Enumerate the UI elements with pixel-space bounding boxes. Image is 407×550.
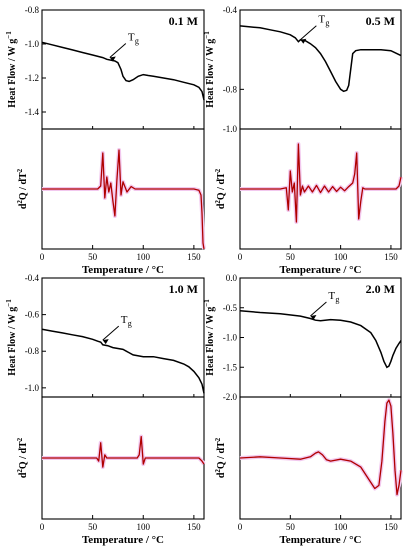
derivative-axis-label: d2Q / dT2 [16,168,29,209]
tg-arrow-line [102,325,120,341]
tg-label: T [328,290,335,302]
tg-arrow-head [310,314,317,320]
x-tick-label: 50 [286,252,296,262]
y-tick-label: -2.0 [223,392,238,402]
x-tick-label: 50 [88,522,98,532]
x-tick-label: 100 [137,522,151,532]
y-tick-label: -0.6 [25,310,40,320]
y-tick-label: -0.8 [25,5,40,15]
tg-arrow-head [102,339,109,345]
tg-arrow-head [109,56,116,62]
tg-arrow-head [300,38,307,44]
tg-subscript: g [325,19,329,28]
x-axis-label: Temperature / °C [279,534,361,546]
heat-flow-axis-label: Heat Flow / W g−1 [5,299,18,376]
x-tick-label: 0 [238,522,243,532]
y-tick-label: -0.4 [25,273,40,283]
derivative-axis-label: d2Q / dT2 [214,168,227,209]
heat-flow-axis-label: Heat Flow / W g−1 [5,31,18,108]
concentration-label: 0.5 M [366,14,395,28]
y-tick-label: -0.8 [223,84,238,94]
heat-flow-line [239,25,402,93]
derivative-line [240,143,402,223]
derivative-axis-label: d2Q / dT2 [16,437,29,478]
y-tick-label: -1.5 [223,362,238,372]
heat-flow-axis-label: Heat Flow / W g−1 [203,299,216,376]
heat-flow-line [41,41,205,101]
x-tick-label: 100 [137,252,151,262]
derivative-shadow-line [240,142,403,224]
y-tick-label: -1.0 [25,383,40,393]
x-tick-label: 50 [88,252,98,262]
heat-flow-line [41,328,205,394]
tg-arrow-line [109,43,127,58]
concentration-label: 0.1 M [169,14,198,28]
heat-flow-line [239,309,402,369]
y-tick-label: -1.0 [25,39,40,49]
panel-10M: -0.4 -0.6 -0.8 -1.0 0 50 100 150 Temperature / °… [5,273,206,546]
tg-label: T [128,32,135,44]
y-tick-label: -1.4 [25,107,40,117]
panel-01M: -0.8 -1.0 -1.2 -1.4 0 50 100 150 Temperature / °… [5,5,206,276]
derivative-line [239,399,402,496]
panel-20M: 0.0 -0.5 -1.0 -1.5 -2.0 0 50 100 150 Temperature … [203,273,403,546]
derivative-line [42,435,205,468]
concentration-label: 2.0 M [366,282,395,296]
x-tick-label: 0 [238,252,243,262]
tg-arrow-line [310,301,327,317]
y-tick-label: -1.0 [223,124,238,134]
derivative-shadow-line [42,434,206,470]
x-tick-label: 50 [286,522,296,532]
derivative-axis-label: d2Q / dT2 [214,437,227,478]
concentration-label: 1.0 M [169,282,198,296]
tg-label: T [121,314,128,326]
x-axis-label: Temperature / °C [82,534,164,546]
x-axis-label: Temperature / °C [82,264,164,276]
tg-arrow-line [300,25,317,41]
panel-05M: -0.4 -0.8 -1.0 0 50 100 150 Temperature / °C 0.5… [203,5,403,276]
tg-subscript: g [335,295,339,304]
x-tick-label: 100 [334,522,348,532]
tg-subscript: g [135,37,139,46]
y-tick-label: -1.0 [223,333,238,343]
x-axis-label: Temperature / °C [279,264,361,276]
y-tick-label: -0.4 [223,5,238,15]
tg-label: T [318,14,325,26]
x-tick-label: 150 [187,252,201,262]
x-tick-label: 150 [384,522,398,532]
y-tick-label: -0.8 [25,346,40,356]
panels-group: -0.8 -1.0 -1.2 -1.4 0 50 100 150 Temperature / °… [5,5,403,546]
derivative-shadow-line [239,398,403,497]
y-tick-label: -0.5 [223,303,238,313]
y-tick-label: 0.0 [226,273,238,283]
x-tick-label: 0 [40,252,45,262]
x-tick-label: 100 [334,252,348,262]
derivative-shadow-line [42,148,206,250]
derivative-line [42,149,205,250]
x-tick-label: 150 [384,252,398,262]
x-tick-label: 150 [187,522,201,532]
y-tick-label: -1.2 [25,73,39,83]
heat-flow-axis-label: Heat Flow / W g−1 [203,31,216,108]
tg-subscript: g [128,319,132,328]
x-tick-label: 0 [40,522,45,532]
